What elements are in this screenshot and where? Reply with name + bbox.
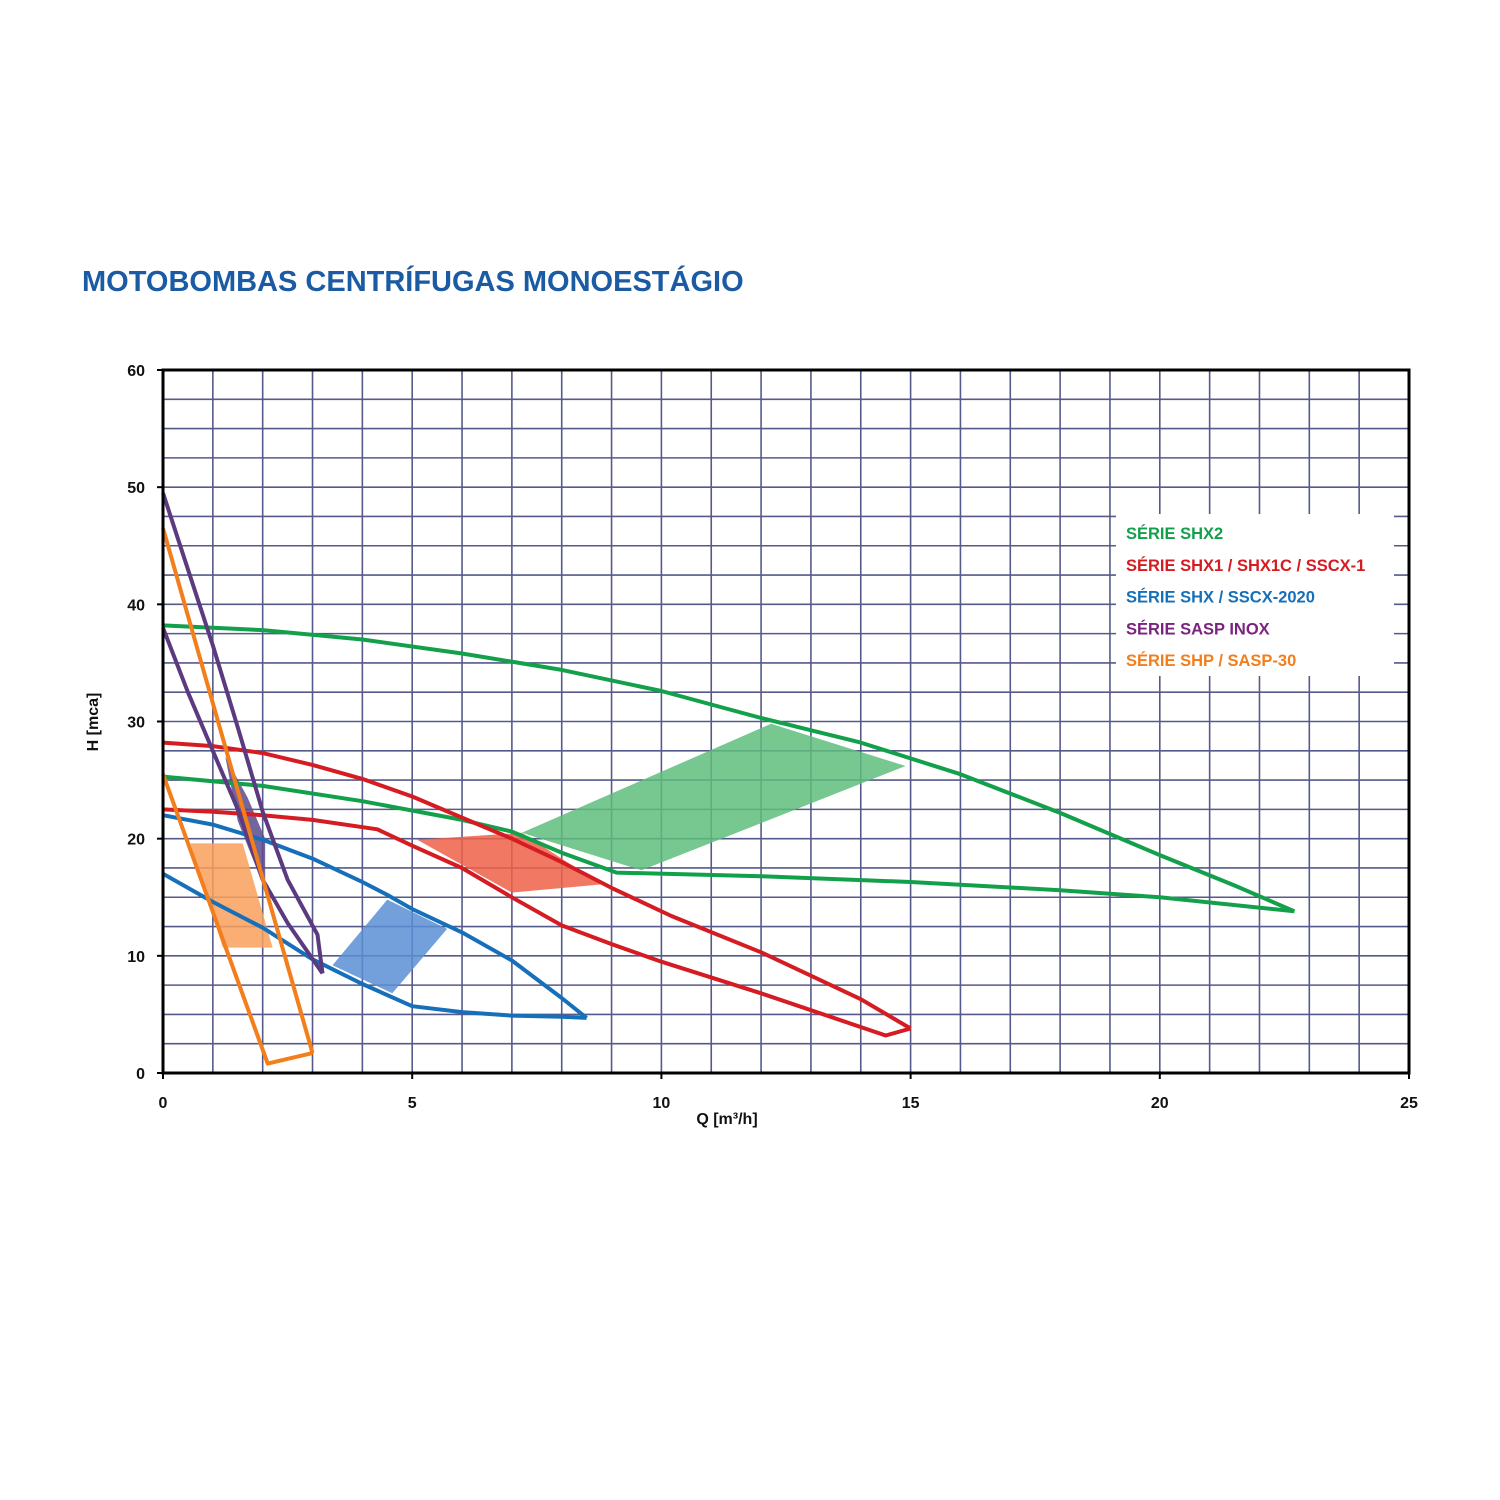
curve-lower-3 bbox=[161, 627, 325, 975]
y-tick-label: 0 bbox=[136, 1066, 145, 1083]
x-tick-label: 20 bbox=[1151, 1095, 1169, 1112]
x-axis-label: Q [m³/h] bbox=[696, 1111, 757, 1128]
operating-region-0 bbox=[521, 723, 906, 871]
y-tick-label: 60 bbox=[127, 363, 145, 380]
x-tick-label: 5 bbox=[408, 1095, 417, 1112]
x-tick-label: 0 bbox=[159, 1095, 168, 1112]
curve-lower-0 bbox=[162, 774, 1295, 914]
y-tick-label: 40 bbox=[127, 597, 145, 614]
x-tick-label: 10 bbox=[653, 1095, 671, 1112]
legend-entry: SÉRIE SASP INOX bbox=[1126, 619, 1270, 638]
curve-lower-2 bbox=[162, 872, 587, 1020]
x-tick-label: 15 bbox=[902, 1095, 920, 1112]
y-tick-label: 20 bbox=[127, 832, 145, 849]
x-tick-label: 25 bbox=[1400, 1095, 1418, 1112]
legend-entry: SÉRIE SHX1 / SHX1C / SSCX-1 bbox=[1126, 556, 1365, 575]
curve-lower-4 bbox=[161, 773, 313, 1066]
y-tick-label: 50 bbox=[127, 480, 145, 497]
curves bbox=[161, 492, 1296, 1066]
y-tick-label: 10 bbox=[127, 949, 145, 966]
legend-entry: SÉRIE SHX / SSCX-2020 bbox=[1126, 588, 1315, 607]
legend: SÉRIE SHX2 SÉRIE SHX1 / SHX1C / SSCX-1 SÉR… bbox=[1126, 524, 1365, 670]
curve-upper-3 bbox=[161, 492, 325, 974]
legend-background bbox=[1116, 514, 1394, 676]
legend-entry: SÉRIE SHX2 bbox=[1126, 524, 1223, 543]
page-title: MOTOBOMBAS CENTRÍFUGAS MONOESTÁGIO bbox=[82, 264, 744, 298]
curve-lower-1 bbox=[162, 807, 912, 1038]
operating-region-2 bbox=[332, 899, 448, 994]
y-tick-label: 30 bbox=[127, 715, 145, 732]
y-axis-label: H [mca] bbox=[85, 693, 102, 752]
curve-upper-1 bbox=[162, 740, 912, 1031]
axis-ticks: 0 5 10 15 20 25 0 10 20 30 40 50 60 bbox=[127, 363, 1418, 1112]
curve-upper-0 bbox=[162, 623, 1296, 914]
legend-entry: SÉRIE SHP / SASP-30 bbox=[1126, 651, 1296, 670]
curve-upper-4 bbox=[161, 527, 315, 1054]
operating-region-1 bbox=[417, 832, 602, 893]
operating-regions bbox=[190, 723, 906, 994]
